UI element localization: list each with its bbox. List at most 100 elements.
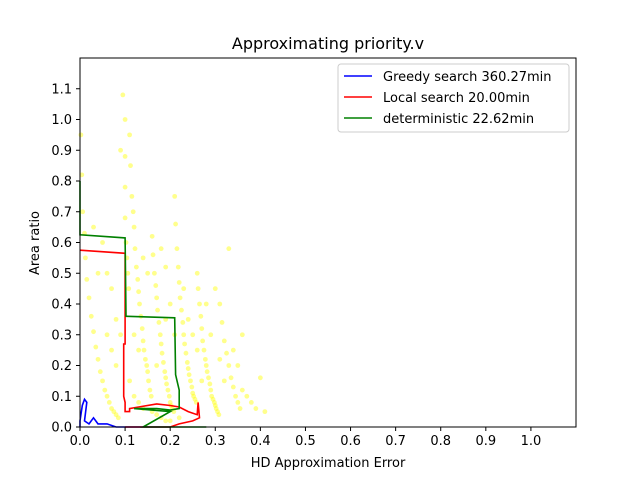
scatter-point — [230, 384, 236, 390]
scatter-point — [182, 341, 188, 347]
scatter-point — [158, 246, 164, 252]
scatter-point — [173, 221, 178, 227]
scatter-point — [248, 400, 254, 405]
scatter-point — [126, 286, 132, 292]
scatter-point — [203, 363, 209, 368]
scatter-point — [128, 163, 133, 169]
scatter-point — [140, 338, 146, 344]
scatter-point — [185, 316, 191, 322]
scatter-point — [148, 393, 154, 399]
scatter-point — [221, 338, 227, 344]
scatter-point — [213, 406, 219, 411]
x-tick-label: 0.6 — [340, 434, 361, 449]
series-line-2 — [79, 249, 201, 428]
scatter-point — [228, 375, 234, 381]
scatter-point — [181, 286, 187, 292]
scatter-point — [199, 326, 205, 331]
scatter-point — [184, 360, 190, 365]
y-tick-label: 0.6 — [51, 236, 72, 251]
scatter-point — [100, 378, 105, 384]
scatter-point — [163, 418, 169, 424]
chart-title: Approximating priority.v — [232, 34, 424, 53]
scatter-point — [221, 378, 227, 384]
scatter-point — [209, 393, 215, 399]
scatter-point — [176, 280, 182, 285]
scatter-point — [159, 350, 165, 356]
y-axis: 0.0 0.1 0.2 0.3 0.4 0.5 0.6 0.7 0.8 0.9 1.0 1.1 — [51, 82, 80, 436]
scatter-point — [172, 193, 178, 199]
scatter-point — [199, 378, 205, 384]
scatter-point — [122, 184, 128, 190]
scatter-point — [194, 347, 200, 353]
scatter-point — [145, 369, 151, 375]
scatter-point — [122, 154, 128, 159]
scatter-layer — [78, 92, 268, 424]
scatter-point — [113, 363, 119, 368]
scatter-point — [208, 332, 214, 338]
y-axis-label: Area ratio — [28, 211, 43, 275]
scatter-point — [200, 338, 206, 344]
scatter-point — [118, 147, 123, 153]
x-tick-label: 0.2 — [160, 434, 181, 449]
scatter-point — [83, 255, 88, 261]
scatter-point — [135, 277, 141, 282]
scatter-point — [147, 387, 153, 393]
scatter-point — [104, 332, 110, 338]
scatter-point — [167, 418, 173, 424]
scatter-point — [244, 393, 250, 399]
scatter-point — [190, 332, 196, 338]
scatter-point — [95, 356, 101, 362]
scatter-point — [111, 409, 117, 415]
scatter-point — [239, 387, 245, 393]
scatter-point — [216, 412, 222, 418]
scatter-point — [106, 400, 112, 405]
scatter-point — [198, 313, 204, 319]
scatter-point — [212, 286, 218, 292]
scatter-point — [109, 347, 114, 353]
legend-items: Greedy search 360.27min Local search 20.0… — [344, 70, 552, 127]
scatter-point — [127, 132, 132, 138]
y-tick-label: 0.9 — [51, 144, 72, 159]
scatter-point — [154, 295, 160, 301]
scatter-point — [123, 240, 129, 245]
scatter-point — [179, 307, 184, 313]
scatter-point — [131, 224, 137, 230]
scatter-point — [122, 215, 128, 221]
scatter-point — [136, 289, 142, 295]
scatter-point — [167, 400, 173, 405]
y-tick-label: 1.0 — [51, 113, 72, 128]
x-tick-label: 0.4 — [250, 434, 271, 449]
scatter-point — [79, 172, 85, 178]
scatter-point — [149, 233, 155, 239]
scatter-point — [152, 270, 157, 276]
x-tick-label: 0.7 — [385, 434, 406, 449]
scatter-point — [210, 396, 216, 402]
x-tick-label: 0.9 — [475, 434, 496, 449]
scatter-point — [177, 295, 183, 301]
scatter-point — [157, 332, 163, 338]
scatter-point — [208, 387, 214, 393]
scatter-point — [207, 381, 213, 387]
scatter-point — [262, 409, 268, 415]
legend: Greedy search 360.27min Local search 20.0… — [337, 63, 570, 133]
scatter-point — [80, 209, 86, 215]
scatter-point — [153, 283, 159, 288]
scatter-point — [235, 363, 241, 368]
scatter-point — [175, 264, 181, 270]
scatter-point — [115, 415, 121, 421]
scatter-point — [144, 363, 150, 368]
x-tick-label: 0.0 — [70, 434, 91, 449]
scatter-point — [257, 375, 263, 381]
scatter-point — [211, 400, 217, 405]
y-tick-label: 0.4 — [51, 298, 72, 313]
scatter-point — [192, 396, 198, 402]
scatter-point — [219, 320, 225, 325]
scatter-point — [166, 393, 172, 399]
scatter-point — [136, 347, 142, 353]
scatter-point — [201, 347, 207, 353]
scatter-point — [145, 270, 151, 276]
scatter-point — [188, 378, 193, 384]
scatter-point — [125, 270, 131, 276]
scatter-point — [191, 393, 197, 399]
y-tick-label: 0.0 — [51, 421, 72, 436]
